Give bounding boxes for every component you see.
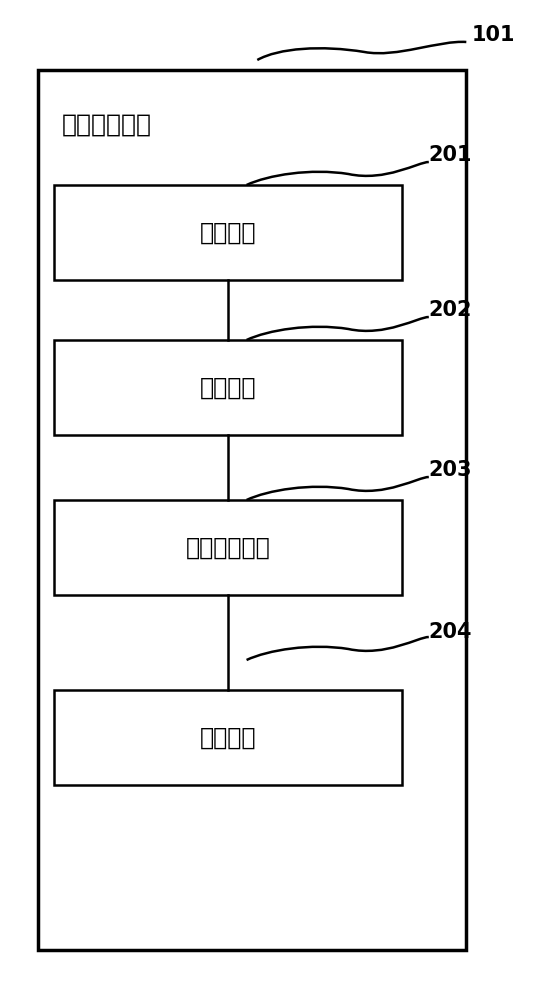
- Text: 204: 204: [429, 622, 472, 642]
- Text: 101: 101: [472, 25, 515, 45]
- Text: 202: 202: [429, 300, 472, 320]
- Bar: [54, 185, 402, 280]
- Text: 第一估计单元: 第一估计单元: [62, 113, 152, 137]
- Text: 第一计算单元: 第一计算单元: [185, 536, 270, 560]
- Text: 201: 201: [429, 145, 472, 165]
- Bar: [38, 70, 466, 950]
- Text: 转换单元: 转换单元: [199, 376, 256, 400]
- Bar: [54, 690, 402, 785]
- Text: 接收单元: 接收单元: [199, 221, 256, 244]
- Text: 203: 203: [429, 460, 472, 480]
- Text: 估计单元: 估计单元: [199, 726, 256, 750]
- Bar: [54, 500, 402, 595]
- Bar: [54, 340, 402, 435]
